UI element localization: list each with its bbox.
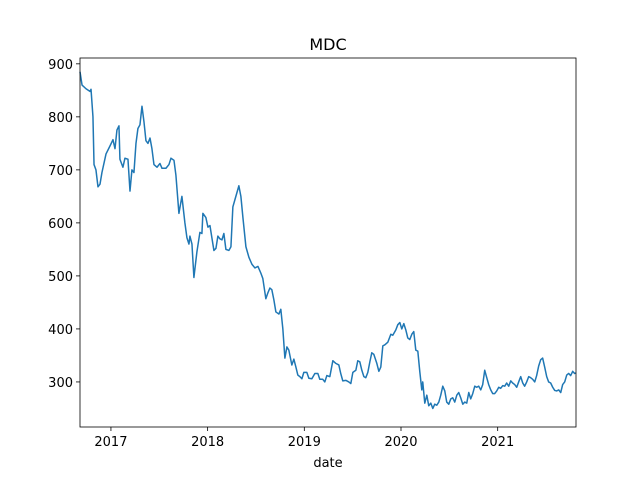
price-line — [79, 71, 576, 410]
x-tick-label: 2021 — [481, 435, 514, 450]
x-tick-label: 2018 — [191, 435, 224, 450]
y-tick-label: 400 — [48, 323, 73, 338]
y-tick-label: 500 — [48, 270, 73, 285]
x-tick-label: 2017 — [94, 435, 127, 450]
plot-area — [79, 71, 576, 410]
x-tick-label: 2020 — [384, 435, 417, 450]
y-tick-label: 700 — [48, 164, 73, 179]
y-tick-label: 800 — [48, 111, 73, 126]
y-tick-label: 300 — [48, 376, 73, 391]
y-tick-label: 600 — [48, 217, 73, 232]
y-tick-label: 900 — [48, 58, 73, 73]
chart-title: MDC — [309, 35, 346, 54]
axes-frame — [79, 57, 577, 428]
x-tick-label: 2019 — [288, 435, 321, 450]
x-axis-label: date — [313, 456, 342, 471]
